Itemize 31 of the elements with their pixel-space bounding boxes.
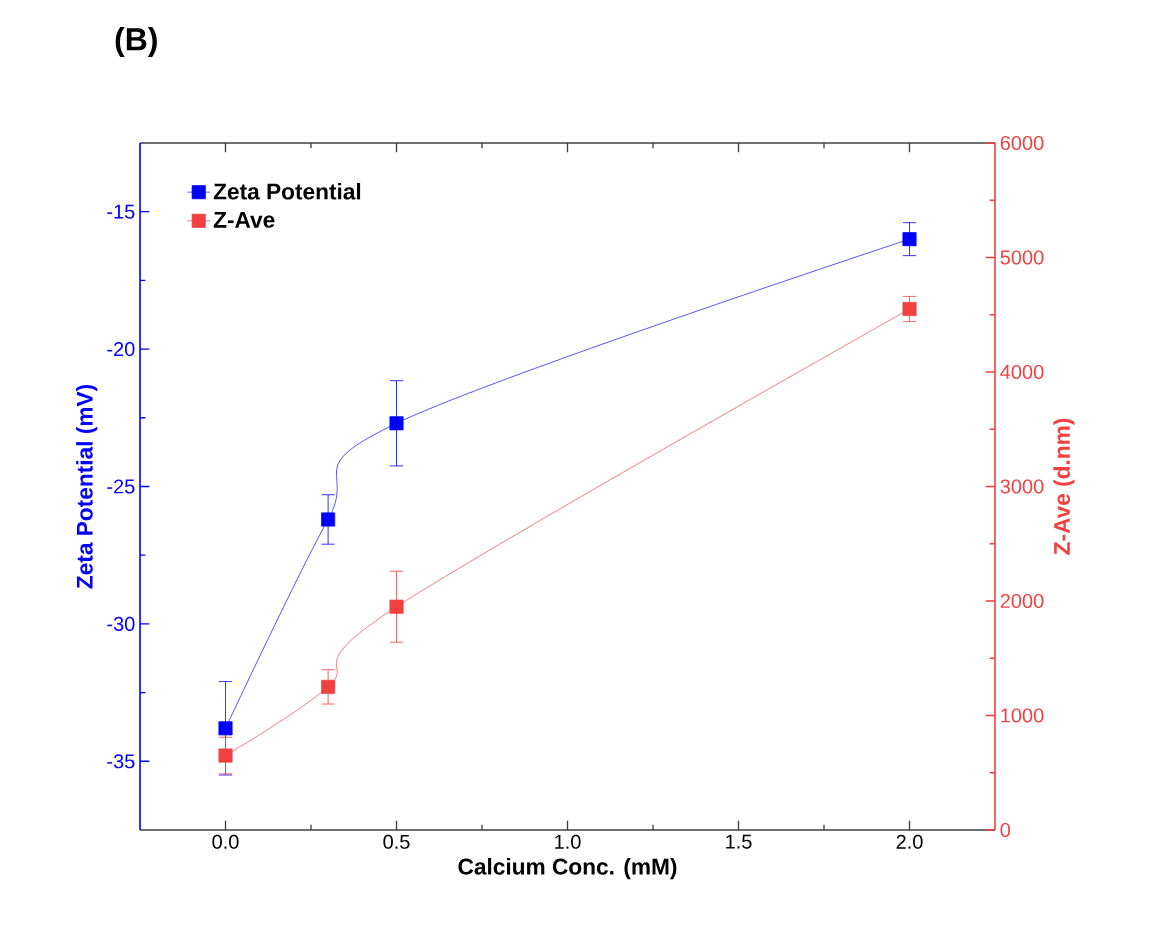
point	[389, 599, 404, 614]
x-axis-title: Calcium Conc. (mM)	[458, 858, 677, 880]
chart-title: (B)	[115, 27, 157, 57]
y-tick-label: -35	[107, 754, 135, 769]
x-tick-label: 0.5	[383, 834, 410, 849]
point	[902, 302, 917, 317]
x-tick-label: 1.0	[555, 834, 581, 849]
y-tick-label: -20	[107, 342, 135, 357]
y-axis-title: Zeta Potential (mV)	[76, 384, 98, 589]
y-tick-label: -15	[107, 204, 135, 219]
point	[321, 512, 336, 527]
point	[902, 232, 917, 247]
point	[218, 721, 233, 736]
y2-tick-label: 2000	[1000, 593, 1044, 609]
point	[218, 748, 233, 763]
y2-tick-label: 3000	[1000, 479, 1044, 494]
point	[389, 416, 404, 431]
y2-tick-label: 1000	[1001, 708, 1044, 723]
point	[321, 679, 336, 694]
x-tick-label: 1.5	[726, 834, 752, 849]
legend-label: Zeta Potential	[213, 182, 361, 200]
y-tick-label: -25	[107, 479, 135, 494]
y2-tick-label: 0	[1000, 822, 1011, 838]
y-tick-label: -30	[107, 616, 135, 631]
y2-axis-title: Z-Ave (d.nm)	[1053, 418, 1075, 555]
y2-tick-label: 5000	[1000, 250, 1044, 265]
y2-tick-label: 4000	[1000, 364, 1044, 380]
y2-tick-label: 6000	[1000, 135, 1044, 151]
legend-label: Z-Ave	[213, 212, 275, 228]
x-tick-label: 2.0	[896, 834, 923, 849]
x-tick-label: 0.0	[212, 834, 239, 849]
